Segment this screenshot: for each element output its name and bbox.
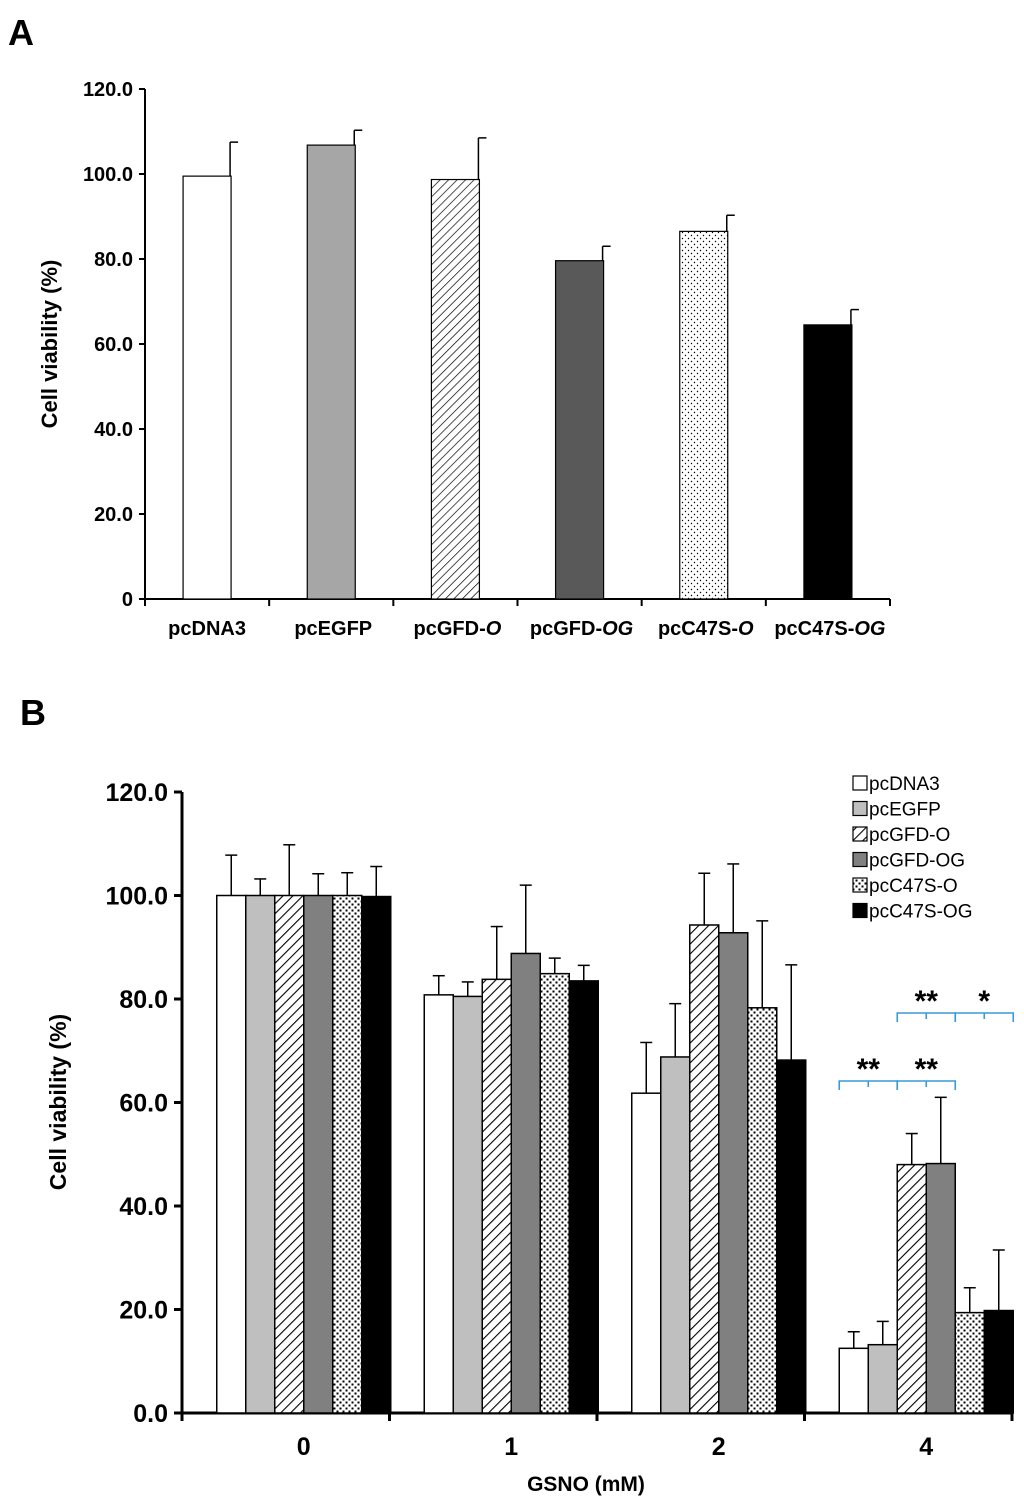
panel-b-bar [539,972,570,1414]
panel-a-y-tick-label: 60.0 [94,334,133,356]
panel-b-significance-bracket [954,1012,1015,1022]
panel-a-y-tick-label: 40.0 [94,419,133,441]
panel-b-legend-swatch [852,902,868,919]
panel-a-bars [182,129,859,600]
panel-b-legend-swatch [852,775,868,791]
panel-b-bar [896,1163,927,1414]
panel-b-legend-label: pcGFD-OG [869,851,965,872]
panel-b-y-tick-label: 20.0 [119,1297,168,1325]
panel-a-x-tick-label: pcDNA3 [168,618,246,640]
panel-a-label: A [8,12,34,53]
panel-b-legend-swatch [852,826,868,842]
panel-b-x-tick-label: 0 [297,1433,311,1461]
panel-a-bar [679,230,729,600]
panel-b-significance-label: ** [857,1053,881,1086]
panel-b-bars [216,844,1014,1414]
panel-b-bar [481,978,512,1414]
panel-b-bar [660,1056,691,1414]
panel-b-legend-label: pcC47S-OG [869,902,972,923]
panel-b-legend-label: pcGFD-O [869,825,950,846]
panel-b-bar [216,894,247,1414]
panel-b-bar [568,980,599,1414]
panel-b-bar [452,995,483,1414]
panel-a-x-tick-label: pcEGFP [294,618,372,640]
panel-a-y-tick-label: 120.0 [83,79,133,101]
panel-b-label: B [20,692,46,733]
panel-b-y-tick-label: 0.0 [133,1400,168,1428]
panel-b-significance-label: ** [915,985,939,1018]
panel-b-bar [631,1092,662,1414]
panel-a-y-axis-label: Cell viability (%) [37,260,62,429]
panel-b-legend-swatch [852,800,868,817]
panel-b-x-tick-labels: 0 1 2 4 [297,1433,934,1461]
panel-b-bar [867,1343,898,1414]
panel-a-y-tick-label: 0 [122,589,133,611]
panel-b-legend-label: pcC47S-O [869,876,958,897]
panel-a-bar [430,178,481,600]
panel-b-y-tick-label: 40.0 [119,1193,168,1221]
panel-a-x-tick-labels: pcDNA3 pcEGFP pcGFD-O pcGFD-OG pcC47S-O pcC47… [168,618,885,640]
panel-a-y-tick-label: 20.0 [94,504,133,526]
panel-a-x-tick-label: pcC47S-O [658,618,754,640]
panel-b-significance-bracket [896,1080,957,1090]
panel-b-y-tick-label: 100.0 [105,883,168,911]
panel-b: B Cell viability (%) 0.0 20.0 40.0 60.0 80.0… [20,692,1015,1496]
panel-b-bar [954,1311,985,1414]
panel-b-legend-label: pcDNA3 [869,774,940,795]
panel-a: A Cell viability (%) 0 20.0 40.0 60.0 80.0 10… [8,12,891,640]
panel-b-bar [776,1059,807,1414]
panel-b-significance-label: ** [915,1053,939,1086]
panel-b-x-tick-label: 4 [919,1433,933,1461]
panel-a-y-tick-label: 100.0 [83,164,133,186]
panel-b-y-axis-label: Cell viability (%) [45,1014,71,1190]
panel-a-bar [306,144,356,600]
panel-b-bar [718,932,749,1414]
panel-b-x-axis-label: GSNO (mM) [527,1473,645,1496]
panel-b-bar [361,895,392,1414]
panel-b-bar [332,894,363,1414]
panel-a-bar [554,260,605,600]
panel-b-bar [303,894,334,1414]
panel-b-x-tick-label: 2 [712,1433,726,1461]
panel-b-legend-label: pcEGFP [869,800,941,821]
panel-a-bar [803,324,853,600]
panel-a-bar [182,175,232,600]
panel-b-bar [245,894,276,1414]
panel-a-x-tick-label: pcGFD-OG [530,618,633,640]
panel-b-bar [838,1347,869,1414]
panel-a-x-tick-label: pcGFD-O [414,618,502,640]
panel-b-bar [510,952,541,1414]
panel-b-bar [689,924,720,1414]
panel-a-x-tick-label: pcC47S-OG [774,618,885,640]
panel-a-axes: 0 20.0 40.0 60.0 80.0 100.0 120.0 [83,79,891,611]
panel-b-legend: pcDNA3 pcEGFP pcGFD-O pcGFD-OG pcC47S-O pcC47… [852,774,972,923]
panel-b-legend-swatch [852,851,868,868]
panel-b-bar [747,1007,778,1414]
panel-b-bar [983,1309,1014,1414]
panel-b-y-tick-label: 60.0 [119,1090,168,1118]
panel-b-significance-annotations: ** *** ** [838,985,1015,1090]
panel-a-y-tick-label: 80.0 [94,249,133,271]
panel-b-x-tick-label: 1 [504,1433,518,1461]
panel-b-bar [423,994,454,1414]
panel-b-legend-swatch [852,877,868,893]
panel-b-bar [274,894,305,1414]
panel-b-significance-label: * [978,985,990,1018]
panel-b-bar [925,1162,956,1414]
panel-b-y-tick-label: 120.0 [105,779,168,807]
panel-b-y-tick-label: 80.0 [119,986,168,1014]
